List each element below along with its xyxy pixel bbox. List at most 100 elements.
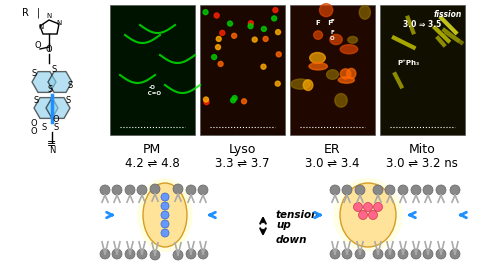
Circle shape [150,184,160,194]
Text: PM: PM [143,143,161,156]
Circle shape [373,185,383,195]
Circle shape [186,185,196,195]
Circle shape [216,36,222,41]
Ellipse shape [340,183,396,247]
Circle shape [204,100,209,105]
Circle shape [161,211,169,219]
Text: S: S [32,69,36,78]
Circle shape [276,30,280,35]
Circle shape [342,249,352,259]
Circle shape [204,97,208,102]
Text: S: S [54,123,59,132]
Text: 3.0 ⇌ 3.2 ns: 3.0 ⇌ 3.2 ns [386,157,458,170]
Circle shape [385,249,395,259]
Circle shape [436,249,446,259]
Polygon shape [32,72,56,92]
Circle shape [423,185,433,195]
Text: S: S [68,81,72,90]
Text: O: O [30,127,38,136]
Text: -O
  C=O: -O C=O [144,85,160,96]
Circle shape [230,98,235,103]
Text: |: | [36,8,40,19]
Text: O: O [46,45,52,54]
Circle shape [273,8,278,13]
Circle shape [436,185,446,195]
Circle shape [252,37,257,42]
Circle shape [216,45,220,50]
Circle shape [198,185,208,195]
Circle shape [112,185,122,195]
Text: ≡: ≡ [48,139,56,149]
Ellipse shape [143,183,187,247]
Circle shape [411,249,421,259]
Circle shape [125,185,135,195]
Text: N: N [49,146,55,155]
Bar [380,5,465,135]
Text: down: down [276,235,308,245]
Circle shape [276,52,281,57]
Circle shape [330,249,340,259]
Circle shape [355,185,365,195]
Text: Mito: Mito [408,143,436,156]
Circle shape [203,10,208,15]
Text: fission: fission [434,10,462,19]
Circle shape [161,220,169,228]
Circle shape [137,249,147,259]
Ellipse shape [333,178,403,252]
Circle shape [125,249,135,259]
Ellipse shape [338,77,354,83]
Bar [200,5,285,135]
Ellipse shape [340,45,357,54]
Ellipse shape [348,37,358,43]
Text: 3.0 ⇒ 3.5: 3.0 ⇒ 3.5 [403,20,441,29]
Circle shape [100,249,110,259]
Text: O: O [34,41,42,50]
Circle shape [355,249,365,259]
Ellipse shape [360,6,370,19]
Circle shape [161,193,169,201]
Text: F   F: F F [316,20,334,26]
Text: R: R [22,8,29,18]
Circle shape [100,185,110,195]
Circle shape [272,16,276,21]
Circle shape [161,229,169,237]
Ellipse shape [291,79,310,89]
Text: tension: tension [276,210,320,220]
Circle shape [173,250,183,260]
Ellipse shape [320,3,333,17]
Circle shape [368,211,378,220]
Text: O: O [52,115,60,124]
Text: up: up [276,220,291,230]
Circle shape [450,185,460,195]
Circle shape [248,24,253,29]
Circle shape [112,249,122,259]
Circle shape [364,203,372,211]
Text: 3.3 ⇌ 3.7: 3.3 ⇌ 3.7 [215,157,269,170]
Circle shape [398,185,408,195]
Polygon shape [34,98,58,118]
Circle shape [232,33,236,38]
Text: N: N [38,24,44,30]
Ellipse shape [340,69,351,79]
Circle shape [242,99,246,104]
Ellipse shape [346,68,356,79]
Circle shape [330,185,340,195]
Circle shape [248,21,254,26]
Circle shape [275,81,280,86]
Circle shape [262,26,266,31]
Text: P⁺Ph₃: P⁺Ph₃ [397,60,419,66]
Text: S: S [66,96,70,105]
Circle shape [150,250,160,260]
Circle shape [373,249,383,259]
Circle shape [398,249,408,259]
Text: F
  
F
O: F F O [330,19,334,41]
Text: S: S [48,85,52,94]
Circle shape [411,185,421,195]
Bar [290,5,375,135]
Circle shape [218,61,223,66]
Circle shape [358,211,368,220]
Text: 3.0 ⇌ 3.4: 3.0 ⇌ 3.4 [305,157,359,170]
Circle shape [354,203,362,211]
Ellipse shape [335,94,347,107]
Ellipse shape [326,70,338,79]
